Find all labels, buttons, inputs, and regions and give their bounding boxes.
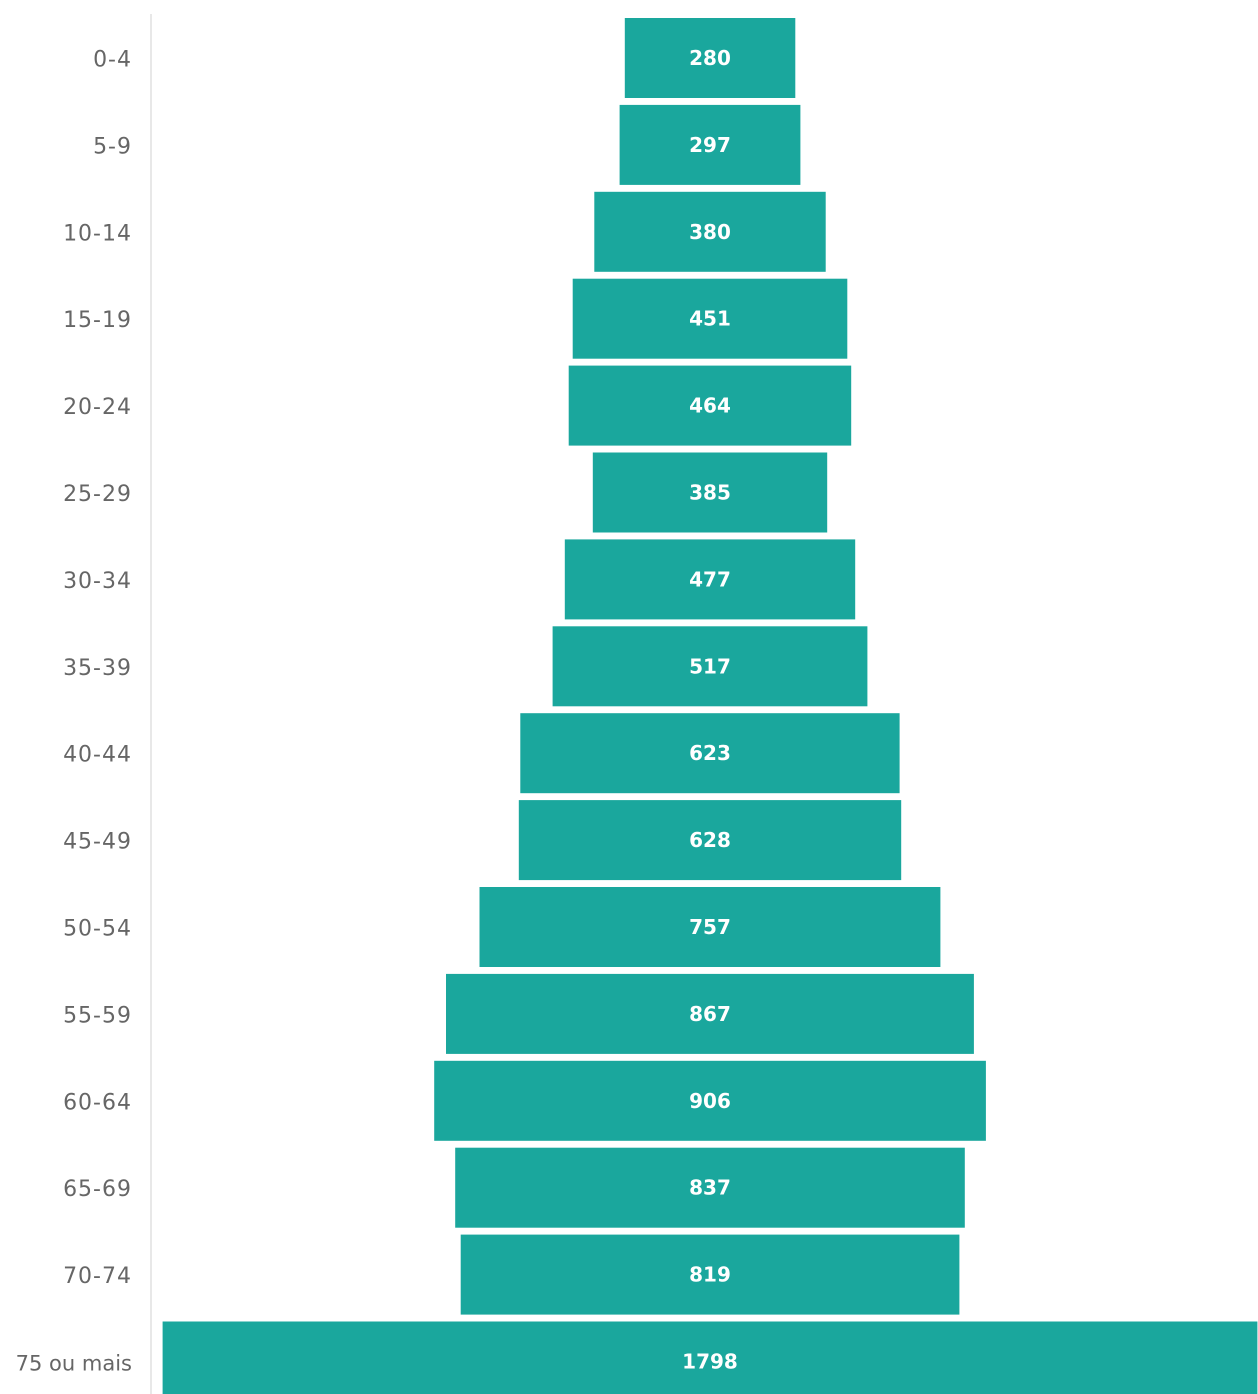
category-label: 65-69 xyxy=(63,1177,132,1202)
bar-20-24 xyxy=(568,365,852,446)
data-label: 451 xyxy=(689,307,731,331)
data-label: 477 xyxy=(689,567,731,591)
bar-40-44 xyxy=(520,713,900,794)
data-label: 819 xyxy=(689,1263,731,1287)
bar-15-19 xyxy=(572,278,848,359)
category-label: 55-59 xyxy=(63,1003,132,1028)
category-label: 30-34 xyxy=(63,569,132,594)
category-label: 15-19 xyxy=(63,308,132,333)
bar-10-14 xyxy=(594,191,826,272)
data-label: 757 xyxy=(689,915,731,939)
data-label: 517 xyxy=(689,654,731,678)
data-label: 906 xyxy=(689,1089,731,1113)
data-label: 464 xyxy=(689,394,731,418)
data-label: 623 xyxy=(689,741,731,765)
category-label: 75 ou mais xyxy=(16,1352,132,1376)
bar-55-59 xyxy=(446,973,974,1054)
category-label: 0-4 xyxy=(93,48,132,73)
category-label: 70-74 xyxy=(63,1264,132,1289)
data-label: 385 xyxy=(689,481,731,505)
bar-45-49 xyxy=(518,800,902,881)
data-label: 380 xyxy=(689,220,731,244)
category-label: 10-14 xyxy=(63,221,132,246)
data-label: 297 xyxy=(689,133,731,157)
category-labels-group: 0-4 5-9 10-14 15-19 20-24 25-29 30-34 35-39 40-4… xyxy=(16,48,132,1376)
category-label: 50-54 xyxy=(63,917,132,942)
bar-30-34 xyxy=(564,539,856,620)
category-label: 45-49 xyxy=(63,830,132,855)
bars-group xyxy=(162,18,1258,1394)
bar-70-74 xyxy=(460,1234,960,1315)
bar-75-ou-mais xyxy=(162,1321,1258,1394)
category-label: 5-9 xyxy=(93,134,132,159)
category-label: 20-24 xyxy=(63,395,132,420)
bar-25-29 xyxy=(592,452,828,533)
bar-0-4 xyxy=(624,18,796,98)
category-label: 60-64 xyxy=(63,1090,132,1115)
data-label: 1798 xyxy=(682,1350,738,1374)
bar-50-54 xyxy=(479,887,941,967)
category-label: 25-29 xyxy=(63,482,132,507)
category-label: 40-44 xyxy=(63,743,132,768)
bar-65-69 xyxy=(455,1147,965,1228)
bar-35-39 xyxy=(552,626,868,707)
bar-60-64 xyxy=(434,1060,986,1141)
data-label: 280 xyxy=(689,46,731,70)
data-label: 867 xyxy=(689,1002,731,1026)
data-label: 628 xyxy=(689,828,731,852)
category-label: 35-39 xyxy=(63,656,132,681)
bar-5-9 xyxy=(619,104,801,185)
data-label: 837 xyxy=(689,1176,731,1200)
value-labels-group: 280 297 380 451 464 385 477 517 623 628 757 867 906 8… xyxy=(682,46,738,1374)
